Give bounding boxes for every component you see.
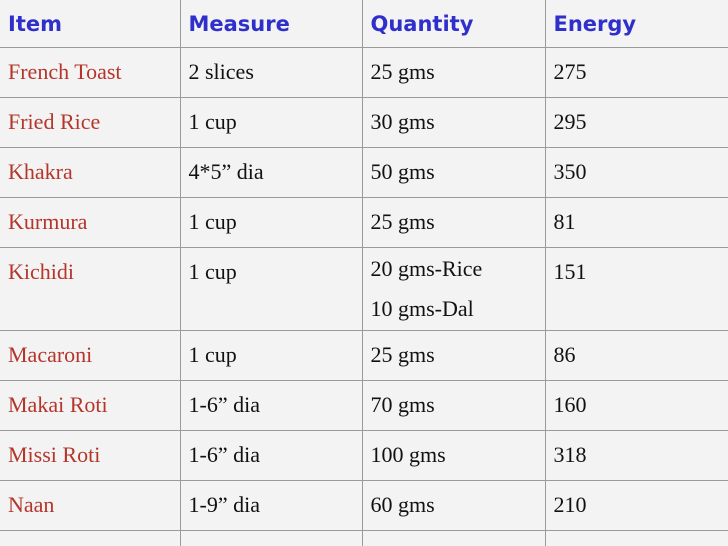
header-quantity: Quantity (361, 0, 546, 48)
cell-quantity: 30 gms (361, 97, 546, 148)
cell-quantity: 25 gms (361, 197, 546, 248)
cell-measure: 1 cup (179, 97, 363, 148)
quantity-line: 10 gms-Dal (370, 296, 474, 321)
empty-cell (0, 530, 181, 546)
cell-energy: 295 (544, 97, 728, 148)
cell-measure: 1-6” dia (179, 380, 363, 431)
cell-item: Fried Rice (0, 97, 181, 148)
table-body: French Toast 2 slices 25 gms 275 Fried Rice 1… (0, 47, 728, 546)
cell-measure: 1 cup (179, 197, 363, 248)
quantity-line: 20 gms-Rice (370, 256, 483, 281)
table-row: Khakra 4*5” dia 50 gms 350 (0, 147, 728, 198)
cell-quantity: 100 gms (361, 430, 546, 481)
header-measure: Measure (179, 0, 363, 48)
table-row: Fried Rice 1 cup 30 gms 295 (0, 97, 728, 148)
cell-energy: 350 (544, 147, 728, 198)
cell-energy: 318 (544, 430, 728, 481)
cell-item: Naan (0, 480, 181, 531)
cell-energy: 151 (544, 247, 728, 331)
header-row: Item Measure Quantity Energy (0, 0, 728, 48)
table-row: Missi Roti 1-6” dia 100 gms 318 (0, 430, 728, 481)
cell-quantity: 70 gms (361, 380, 546, 431)
cell-quantity: 50 gms (361, 147, 546, 198)
cell-measure: 1 cup (179, 247, 363, 331)
cell-energy: 86 (544, 330, 728, 381)
empty-row (0, 530, 728, 546)
cell-energy: 275 (544, 47, 728, 98)
cell-measure: 1-6” dia (179, 430, 363, 481)
cell-item: Makai Roti (0, 380, 181, 431)
cell-item: French Toast (0, 47, 181, 98)
table-row: French Toast 2 slices 25 gms 275 (0, 47, 728, 98)
cell-measure: 2 slices (179, 47, 363, 98)
cell-energy: 81 (544, 197, 728, 248)
cell-quantity: 25 gms (361, 330, 546, 381)
cell-measure: 1 cup (179, 330, 363, 381)
cell-item: Missi Roti (0, 430, 181, 481)
cell-quantity: 60 gms (361, 480, 546, 531)
empty-cell (361, 530, 546, 546)
cell-quantity: 25 gms (361, 47, 546, 98)
cell-quantity: 20 gms-Rice 10 gms-Dal (361, 247, 546, 331)
cell-item: Macaroni (0, 330, 181, 381)
table-row: Kurmura 1 cup 25 gms 81 (0, 197, 728, 248)
cell-item: Kichidi (0, 247, 181, 331)
header-energy: Energy (544, 0, 728, 48)
cell-energy: 210 (544, 480, 728, 531)
cell-measure: 4*5” dia (179, 147, 363, 198)
table-row: Makai Roti 1-6” dia 70 gms 160 (0, 380, 728, 431)
empty-cell (544, 530, 728, 546)
table-row: Macaroni 1 cup 25 gms 86 (0, 330, 728, 381)
empty-cell (179, 530, 363, 546)
cell-measure: 1-9” dia (179, 480, 363, 531)
cell-energy: 160 (544, 380, 728, 431)
header-item: Item (0, 0, 181, 48)
cell-item: Kurmura (0, 197, 181, 248)
cell-item: Khakra (0, 147, 181, 198)
table-row: Kichidi 1 cup 20 gms-Rice 10 gms-Dal 151 (0, 247, 728, 331)
table-row: Naan 1-9” dia 60 gms 210 (0, 480, 728, 531)
